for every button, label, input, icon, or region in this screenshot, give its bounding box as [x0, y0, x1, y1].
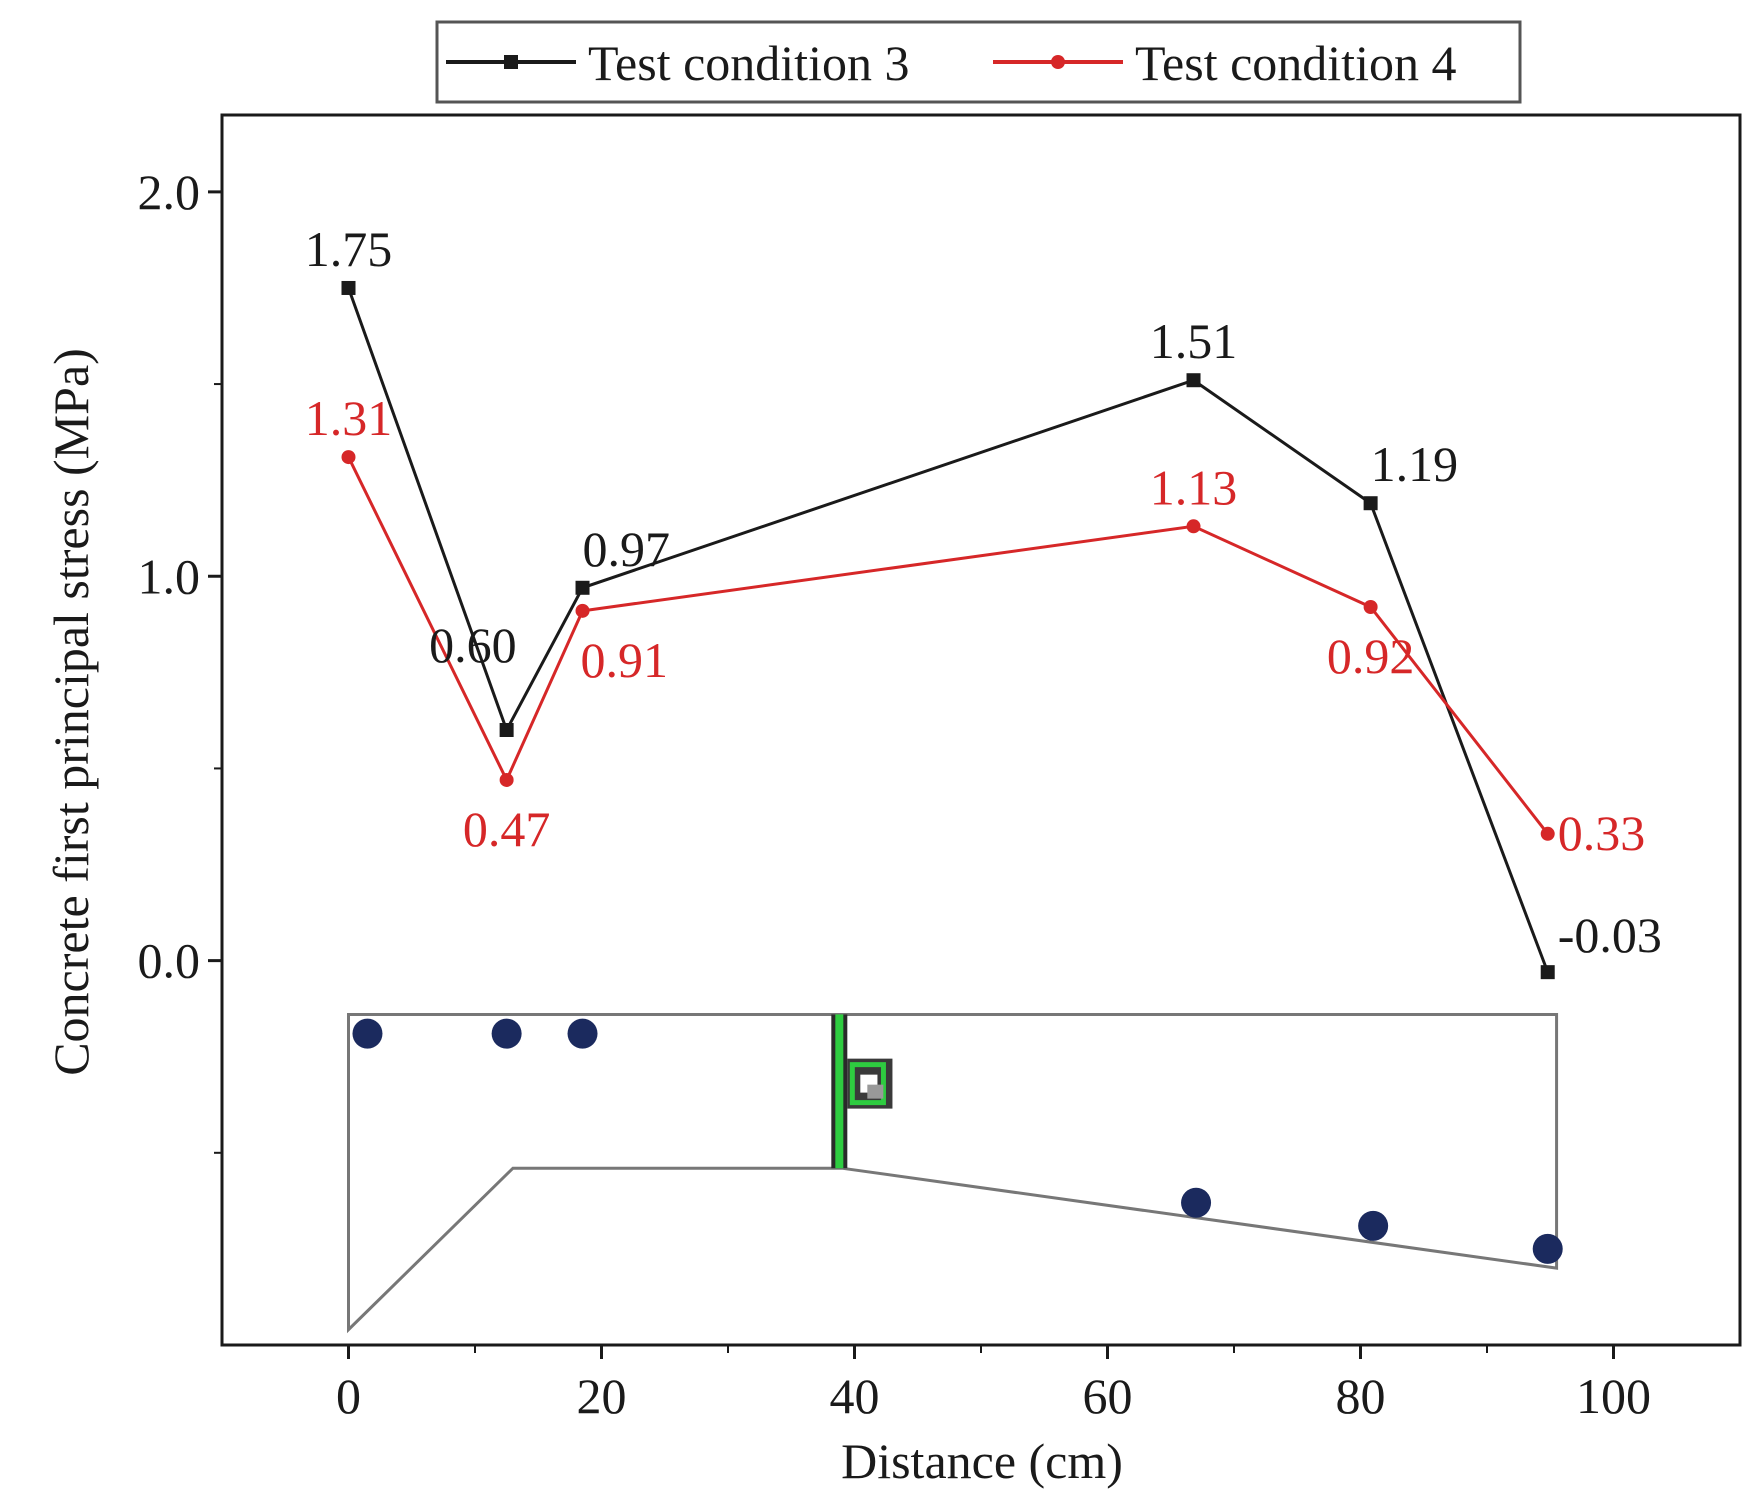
- y-tick-label: 0.0: [138, 933, 201, 989]
- series-1-marker: [1186, 373, 1201, 388]
- gauge-point: [1181, 1187, 1212, 1218]
- data-label-series-2: 0.33: [1558, 805, 1646, 861]
- series-1-marker: [1363, 496, 1378, 511]
- gauge-point: [567, 1018, 598, 1049]
- schematic-joint-core: [835, 1014, 844, 1169]
- series-2-marker: [575, 603, 590, 618]
- data-label-series-1: 1.51: [1150, 313, 1238, 369]
- data-label-series-2: 0.47: [463, 801, 551, 857]
- data-label-series-1: -0.03: [1558, 907, 1662, 963]
- legend-marker-series-1: [504, 55, 518, 69]
- x-tick-label: 100: [1576, 1368, 1651, 1424]
- y-tick-label: 1.0: [138, 548, 201, 604]
- series-2-marker: [1186, 519, 1201, 534]
- series-2-marker: [341, 450, 356, 465]
- data-label-series-1: 0.97: [583, 521, 671, 577]
- legend-label-series-1: Test condition 3: [588, 35, 909, 91]
- schematic-joint-seal: [849, 1062, 886, 1106]
- series-2-marker: [1363, 600, 1378, 614]
- x-tick-label: 40: [830, 1368, 880, 1424]
- data-label-series-2: 0.92: [1327, 628, 1415, 684]
- data-labels: 1.75 0.60 0.97 1.51 1.19 -0.03 1.31 0.47 0.91 1.1…: [305, 221, 1662, 963]
- schematic-outline: [347, 1012, 1559, 1334]
- x-axis-title: Distance (cm): [841, 1433, 1123, 1489]
- series-2-marker: [499, 772, 514, 787]
- series-1-marker: [1540, 965, 1555, 980]
- data-label-series-1: 1.75: [305, 221, 393, 277]
- data-label-series-1: 0.60: [429, 617, 517, 673]
- series-line-1: [347, 287, 1550, 973]
- x-tick-label: 80: [1336, 1368, 1386, 1424]
- series-1-marker: [341, 280, 356, 295]
- gauge-point: [1358, 1210, 1389, 1241]
- legend: Test condition 3 Test condition 4: [435, 20, 1522, 104]
- series-line-2: [347, 456, 1549, 835]
- axes: 0 20 40 60 80 100 0.0 1.0 2.0: [138, 164, 1652, 1424]
- series-layer: [341, 280, 1555, 980]
- data-label-series-2: 1.13: [1150, 459, 1238, 515]
- data-label-series-1: 1.19: [1371, 436, 1459, 492]
- gauge-point: [352, 1018, 383, 1049]
- inset-schematic: [347, 1012, 1563, 1334]
- x-tick-label: 20: [577, 1368, 627, 1424]
- series-2-marker: [1540, 826, 1555, 841]
- y-axis-title: Concrete first principal stress (MPa): [43, 348, 99, 1076]
- legend-label-series-2: Test condition 4: [1135, 35, 1456, 91]
- gauge-point: [491, 1018, 522, 1049]
- gauge-point: [1532, 1233, 1563, 1264]
- data-label-series-2: 0.91: [581, 632, 669, 688]
- legend-box: [435, 20, 1522, 104]
- schematic-joint-plug: [867, 1084, 884, 1099]
- legend-marker-series-2: [1051, 55, 1065, 69]
- series-1-marker: [575, 580, 590, 595]
- data-label-series-2: 1.31: [305, 390, 393, 446]
- x-tick-label: 60: [1083, 1368, 1133, 1424]
- series-1-marker: [499, 723, 514, 737]
- x-tick-label: 0: [336, 1368, 361, 1424]
- y-tick-label: 2.0: [138, 164, 201, 220]
